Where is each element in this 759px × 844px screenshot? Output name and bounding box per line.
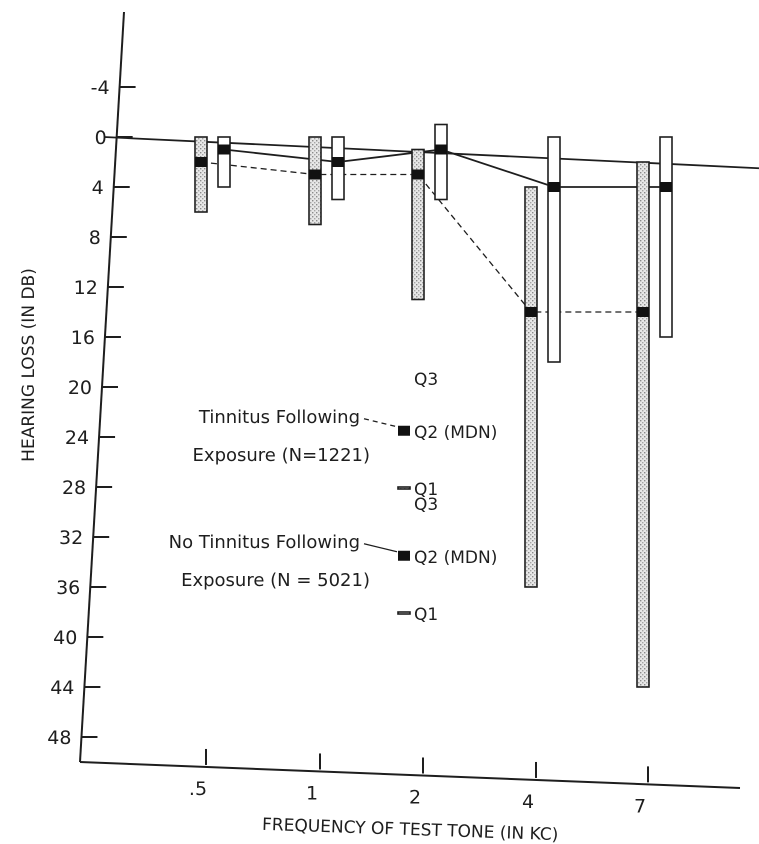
legend-q3-label: Q3 xyxy=(414,495,438,515)
quartile-box xyxy=(397,486,411,490)
y-tick-label: -4 xyxy=(91,77,110,99)
y-tick-label: 24 xyxy=(65,427,89,449)
legend-leader-line xyxy=(363,543,398,553)
y-tick-label: 40 xyxy=(53,627,77,649)
median-marker xyxy=(660,182,672,192)
tinnitus-box xyxy=(636,161,650,688)
y-axis-label: HEARING LOSS (IN DB) xyxy=(19,268,39,462)
y-tick-label: 16 xyxy=(71,327,95,349)
x-tick-label: 2 xyxy=(409,787,421,809)
y-tick-label: 8 xyxy=(89,227,101,249)
quartile-box xyxy=(411,148,425,301)
no-tinnitus-box xyxy=(331,136,345,201)
legend-box xyxy=(397,550,411,615)
y-tick-label: 4 xyxy=(92,177,104,199)
legend-q1-label: Q1 xyxy=(414,480,438,500)
x-tick-label: 7 xyxy=(634,795,646,817)
x-axis-ticks: .5 1 2 4 7 xyxy=(189,748,649,817)
tinnitus-box xyxy=(411,148,425,301)
median-marker xyxy=(412,169,424,180)
quartile-box xyxy=(194,136,208,213)
no-tinnitus-box xyxy=(217,136,231,188)
tinnitus-box xyxy=(194,136,208,213)
x-tick-label: 4 xyxy=(522,791,534,813)
legend-box xyxy=(397,425,411,490)
legend: Tinnitus Following Exposure (N=1221) Q3 Q2 … xyxy=(169,370,498,625)
median-marker xyxy=(332,157,344,167)
legend-median-label: Q2 (MDN) xyxy=(414,548,497,568)
tinnitus-box xyxy=(524,186,538,588)
x-tick-label: .5 xyxy=(189,778,207,800)
quartile-box xyxy=(524,186,538,588)
median-marker xyxy=(398,550,410,561)
median-connecting-lines xyxy=(200,148,666,313)
y-tick-label: 32 xyxy=(59,527,83,549)
y-tick-label: 44 xyxy=(50,677,74,699)
median-marker xyxy=(637,307,649,317)
x-axis xyxy=(79,761,741,789)
median-marker xyxy=(435,144,447,155)
median-marker xyxy=(195,157,207,167)
y-tick-label: 28 xyxy=(62,477,86,499)
legend-q3-label: Q3 xyxy=(414,370,438,390)
x-tick-label: 1 xyxy=(306,782,318,804)
no-tinnitus-box xyxy=(659,136,673,338)
quartile-box xyxy=(434,123,448,201)
quartile-box xyxy=(331,136,345,201)
quartile-boxes xyxy=(194,123,673,688)
legend-label-line2: Exposure (N=1221) xyxy=(193,445,370,466)
tinnitus-box xyxy=(308,136,322,226)
legend-label-line2: Exposure (N = 5021) xyxy=(181,570,370,591)
median-marker xyxy=(525,307,537,317)
median-marker xyxy=(309,169,321,180)
y-tick-label: 20 xyxy=(68,377,92,399)
median-marker xyxy=(548,182,560,192)
y-tick-label: 48 xyxy=(47,727,71,749)
no-tinnitus-box xyxy=(547,136,561,363)
y-tick-label: 12 xyxy=(74,277,98,299)
quartile-box xyxy=(659,136,673,338)
y-tick-label: 36 xyxy=(56,577,80,599)
median-marker xyxy=(218,144,230,155)
median-marker xyxy=(398,425,410,436)
legend-tinnitus: Tinnitus Following Exposure (N=1221) Q3 Q2 … xyxy=(193,370,498,500)
legend-q1-label: Q1 xyxy=(414,605,438,625)
tinnitus-median-line xyxy=(200,161,643,313)
quartile-box xyxy=(308,136,322,226)
x-axis-label: FREQUENCY OF TEST TONE (IN KC) xyxy=(262,815,559,844)
normal-hearing-reference-line xyxy=(103,136,759,170)
quartile-box xyxy=(547,136,561,363)
legend-no-tinnitus: No Tinnitus Following Exposure (N = 5021)… xyxy=(169,495,498,625)
legend-leader-line xyxy=(363,418,398,428)
y-tick-label: 0 xyxy=(95,127,107,149)
no-tinnitus-box xyxy=(434,123,448,201)
quartile-box xyxy=(636,161,650,688)
legend-label-line1: No Tinnitus Following xyxy=(169,532,360,553)
legend-median-label: Q2 (MDN) xyxy=(414,423,497,443)
quartile-box xyxy=(397,611,411,615)
legend-label-line1: Tinnitus Following xyxy=(198,407,360,428)
